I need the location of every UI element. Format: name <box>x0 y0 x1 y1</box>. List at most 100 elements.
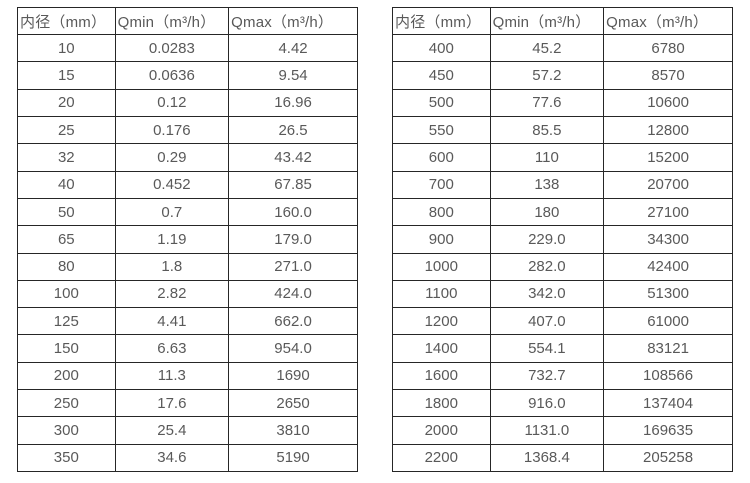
table-row: 65 1.19 179.0 <box>17 225 358 254</box>
table-row: 300 25.4 3810 <box>17 416 358 445</box>
cell-qmin: 138 <box>489 170 605 199</box>
cell-qmin: 34.6 <box>114 443 230 473</box>
cell-qmax: 108566 <box>603 361 733 391</box>
table-row: 1200 407.0 61000 <box>392 307 733 336</box>
table-row: 900 229.0 34300 <box>392 225 733 254</box>
table-row: 450 57.2 8570 <box>392 61 733 90</box>
header-row: 内径（mm） Qmin（m³/h） Qmax（m³/h） <box>392 7 733 35</box>
cell-qmin: 110 <box>489 143 605 172</box>
table-row: 2000 1131.0 169635 <box>392 416 733 445</box>
cell-diameter: 200 <box>17 361 116 391</box>
cell-qmin: 11.3 <box>114 361 230 391</box>
table-row: 700 138 20700 <box>392 170 733 199</box>
cell-diameter: 100 <box>17 279 116 309</box>
col-header-qmax: Qmax（m³/h） <box>228 7 358 35</box>
cell-qmax: 1690 <box>228 361 358 391</box>
cell-qmax: 205258 <box>603 443 733 473</box>
cell-qmax: 51300 <box>603 279 733 309</box>
cell-diameter: 800 <box>392 197 491 227</box>
cell-diameter: 1400 <box>392 334 491 363</box>
cell-qmax: 424.0 <box>228 279 358 309</box>
cell-qmax: 271.0 <box>228 252 358 281</box>
cell-diameter: 80 <box>17 252 116 281</box>
table-row: 25 0.176 26.5 <box>17 115 358 145</box>
table-row: 400 45.2 6780 <box>392 33 733 63</box>
cell-qmin: 77.6 <box>489 88 605 117</box>
cell-diameter: 125 <box>17 307 116 336</box>
cell-qmin: 1368.4 <box>489 443 605 473</box>
cell-qmax: 27100 <box>603 197 733 227</box>
cell-diameter: 2000 <box>392 416 491 445</box>
cell-qmax: 954.0 <box>228 334 358 363</box>
cell-qmin: 2.82 <box>114 279 230 309</box>
cell-qmax: 169635 <box>603 416 733 445</box>
table-row: 1400 554.1 83121 <box>392 334 733 363</box>
table-row: 100 2.82 424.0 <box>17 279 358 309</box>
cell-diameter: 1100 <box>392 279 491 309</box>
cell-qmax: 43.42 <box>228 143 358 172</box>
cell-qmin: 342.0 <box>489 279 605 309</box>
table-row: 125 4.41 662.0 <box>17 307 358 336</box>
table-row: 600 110 15200 <box>392 143 733 172</box>
cell-qmin: 229.0 <box>489 225 605 254</box>
cell-diameter: 450 <box>392 61 491 90</box>
col-header-qmin: Qmin（m³/h） <box>489 7 605 35</box>
flow-table-large-diameters: 内径（mm） Qmin（m³/h） Qmax（m³/h） 400 45.2 6780… <box>392 7 733 473</box>
cell-diameter: 1000 <box>392 252 491 281</box>
cell-diameter: 150 <box>17 334 116 363</box>
cell-qmin: 0.176 <box>114 115 230 145</box>
table-row: 350 34.6 5190 <box>17 443 358 473</box>
cell-qmin: 25.4 <box>114 416 230 445</box>
table-row: 1000 282.0 42400 <box>392 252 733 281</box>
cell-qmax: 83121 <box>603 334 733 363</box>
cell-qmin: 407.0 <box>489 307 605 336</box>
table-row: 10 0.0283 4.42 <box>17 33 358 63</box>
cell-qmax: 5190 <box>228 443 358 473</box>
cell-diameter: 20 <box>17 88 116 117</box>
cell-qmin: 0.0636 <box>114 61 230 90</box>
cell-qmax: 6780 <box>603 33 733 63</box>
cell-qmax: 67.85 <box>228 170 358 199</box>
table-row: 80 1.8 271.0 <box>17 252 358 281</box>
cell-diameter: 700 <box>392 170 491 199</box>
cell-qmax: 26.5 <box>228 115 358 145</box>
cell-qmin: 0.0283 <box>114 33 230 63</box>
flow-table-small-diameters: 内径（mm） Qmin（m³/h） Qmax（m³/h） 10 0.0283 4.4… <box>17 7 358 473</box>
col-header-qmax: Qmax（m³/h） <box>603 7 733 35</box>
cell-qmin: 17.6 <box>114 389 230 418</box>
table-row: 2200 1368.4 205258 <box>392 443 733 473</box>
cell-diameter: 1200 <box>392 307 491 336</box>
cell-qmax: 160.0 <box>228 197 358 227</box>
cell-qmin: 282.0 <box>489 252 605 281</box>
cell-qmin: 0.29 <box>114 143 230 172</box>
cell-qmax: 20700 <box>603 170 733 199</box>
cell-qmin: 4.41 <box>114 307 230 336</box>
cell-diameter: 32 <box>17 143 116 172</box>
cell-diameter: 600 <box>392 143 491 172</box>
cell-diameter: 500 <box>392 88 491 117</box>
cell-qmax: 2650 <box>228 389 358 418</box>
table-row: 250 17.6 2650 <box>17 389 358 418</box>
cell-diameter: 250 <box>17 389 116 418</box>
table-row: 50 0.7 160.0 <box>17 197 358 227</box>
cell-diameter: 350 <box>17 443 116 473</box>
cell-diameter: 25 <box>17 115 116 145</box>
table-row: 32 0.29 43.42 <box>17 143 358 172</box>
cell-qmax: 3810 <box>228 416 358 445</box>
cell-qmin: 57.2 <box>489 61 605 90</box>
col-header-qmin: Qmin（m³/h） <box>114 7 230 35</box>
table-row: 1800 916.0 137404 <box>392 389 733 418</box>
cell-qmin: 1.19 <box>114 225 230 254</box>
cell-qmax: 8570 <box>603 61 733 90</box>
cell-diameter: 550 <box>392 115 491 145</box>
cell-qmin: 0.12 <box>114 88 230 117</box>
col-header-diameter: 内径（mm） <box>17 7 116 35</box>
table-body-small: 10 0.0283 4.42 15 0.0636 9.54 20 0.12 16.96 25 0.1… <box>17 33 358 473</box>
cell-qmax: 34300 <box>603 225 733 254</box>
cell-qmax: 12800 <box>603 115 733 145</box>
cell-diameter: 1800 <box>392 389 491 418</box>
cell-diameter: 300 <box>17 416 116 445</box>
cell-qmin: 1131.0 <box>489 416 605 445</box>
cell-qmin: 554.1 <box>489 334 605 363</box>
